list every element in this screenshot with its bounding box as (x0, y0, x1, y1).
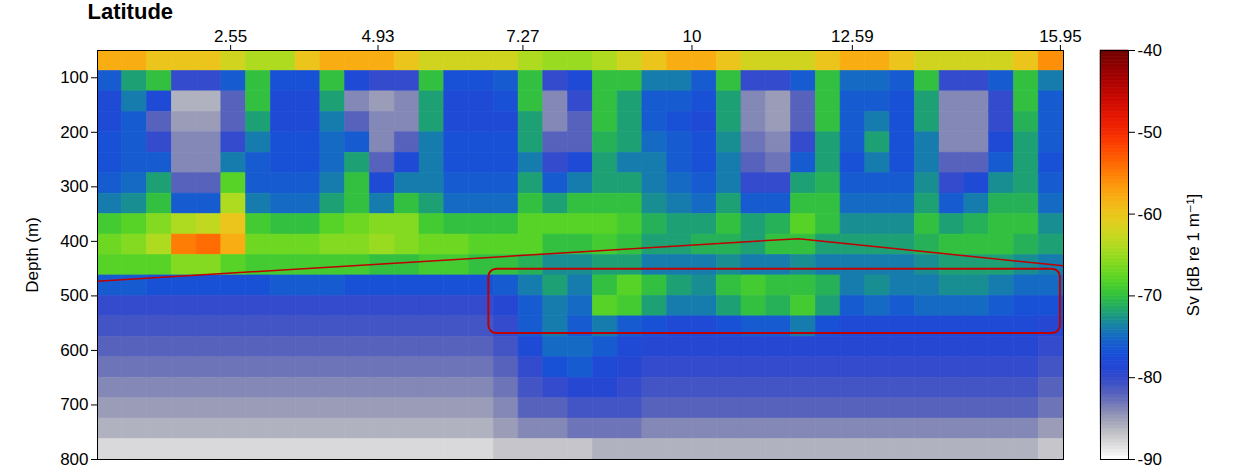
svg-text:10: 10 (683, 27, 702, 46)
svg-text:500: 500 (60, 286, 88, 305)
svg-text:15.95: 15.95 (1039, 27, 1082, 46)
svg-text:-40: -40 (1138, 41, 1163, 60)
svg-text:4.93: 4.93 (361, 27, 394, 46)
svg-text:-90: -90 (1138, 450, 1163, 469)
svg-text:700: 700 (60, 395, 88, 414)
svg-text:Latitude: Latitude (88, 0, 174, 24)
svg-text:-50: -50 (1138, 123, 1163, 142)
svg-text:-60: -60 (1138, 205, 1163, 224)
svg-text:400: 400 (60, 232, 88, 251)
svg-text:800: 800 (60, 450, 88, 469)
svg-text:2.55: 2.55 (214, 27, 247, 46)
svg-text:-70: -70 (1138, 286, 1163, 305)
svg-text:12.59: 12.59 (831, 27, 874, 46)
svg-text:-80: -80 (1138, 368, 1163, 387)
svg-text:Depth (m): Depth (m) (23, 217, 42, 293)
svg-text:300: 300 (60, 177, 88, 196)
svg-text:100: 100 (60, 68, 88, 87)
svg-text:600: 600 (60, 341, 88, 360)
svg-text:7.27: 7.27 (506, 27, 539, 46)
svg-text:200: 200 (60, 123, 88, 142)
svg-text:Sv [dB re 1 m⁻¹]: Sv [dB re 1 m⁻¹] (1184, 194, 1203, 316)
